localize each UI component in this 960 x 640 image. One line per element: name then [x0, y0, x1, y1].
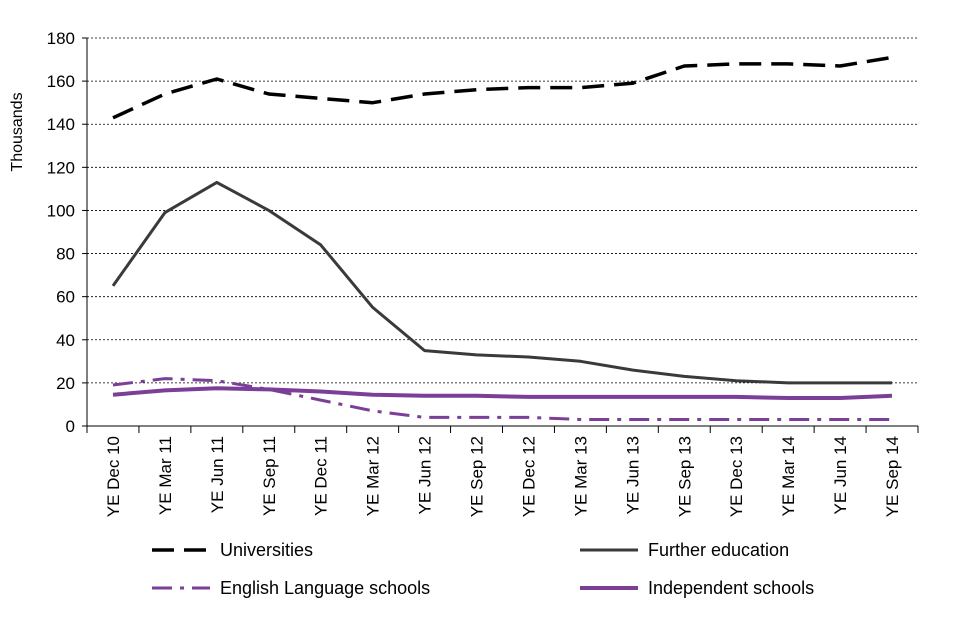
axes — [82, 37, 919, 433]
y-tick-label: 80 — [56, 245, 75, 264]
legend-label: Further education — [648, 540, 789, 560]
x-tick-label: YE Jun 11 — [208, 436, 227, 513]
x-tick-label: YE Mar 13 — [571, 436, 590, 516]
x-tick-label: YE Sep 11 — [260, 436, 279, 516]
legend-item: English Language schools — [152, 578, 430, 598]
y-tick-label: 180 — [47, 29, 75, 48]
series-line-english-language-schools — [112, 377, 892, 421]
legend-label: Universities — [220, 540, 313, 560]
y-axis-label: Thousands — [9, 92, 26, 171]
y-tick-label: 120 — [47, 158, 75, 177]
y-tick-labels: 0 20 40 60 80 100 120 140 160 180 — [47, 29, 75, 436]
x-tick-label: YE Dec 11 — [312, 436, 331, 516]
x-tick-label: YE Mar 11 — [156, 436, 175, 515]
legend-label: Independent schools — [648, 578, 814, 598]
x-tick-label: YE Dec 12 — [519, 436, 538, 517]
legend-label: English Language schools — [220, 578, 430, 598]
legend: Universities Further education English Lan… — [152, 540, 814, 598]
legend-item: Independent schools — [580, 578, 814, 598]
y-tick-label: 20 — [56, 374, 75, 393]
x-tick-label: YE Mar 14 — [779, 436, 798, 516]
y-tick-label: 140 — [47, 115, 75, 134]
x-tick-label: YE Jun 13 — [623, 436, 642, 514]
x-tick-label: YE Dec 10 — [104, 436, 123, 517]
x-tick-label: YE Sep 13 — [675, 436, 694, 517]
y-tick-label: 100 — [47, 201, 75, 220]
x-tick-label: YE Sep 12 — [468, 436, 487, 517]
x-tick-label: YE Dec 13 — [727, 436, 746, 517]
y-tick-label: 60 — [56, 288, 75, 307]
x-tick-label: YE Jun 12 — [416, 436, 435, 514]
y-tick-label: 40 — [56, 331, 75, 350]
legend-item: Further education — [580, 540, 789, 560]
x-tick-labels: YE Dec 10 YE Mar 11 YE Jun 11 YE Sep 11 YE D… — [104, 436, 902, 517]
series-line-further-education — [111, 180, 892, 385]
series-line-independent-schools — [112, 386, 893, 400]
y-tick-label: 160 — [47, 72, 75, 91]
series-lines — [111, 55, 893, 421]
y-tick-label: 0 — [66, 417, 75, 436]
x-tick-label: YE Jun 14 — [831, 436, 850, 514]
x-tick-label: YE Mar 12 — [364, 436, 383, 516]
legend-item: Universities — [152, 540, 313, 560]
series-line-universities — [112, 55, 893, 120]
x-tick-label: YE Sep 14 — [883, 436, 902, 517]
